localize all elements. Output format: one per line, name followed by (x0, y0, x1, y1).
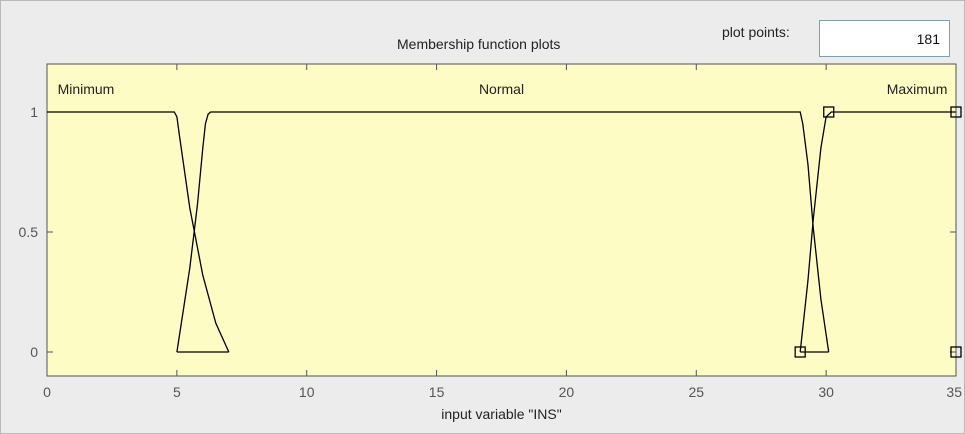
axes: 0 5 10 15 20 25 30 35 0 0.5 1 (19, 64, 962, 400)
x-tick-label: 35 (946, 384, 962, 400)
mf-label-minimum: Minimum (58, 81, 115, 97)
x-tick-label: 30 (818, 384, 834, 400)
mf-vertex-marker[interactable] (794, 346, 806, 358)
plot-area[interactable] (46, 63, 957, 377)
x-tick-label: 15 (429, 384, 445, 400)
mf-vertex-marker[interactable] (823, 106, 835, 118)
mf-label-maximum: Maximum (887, 81, 948, 97)
x-tick-label: 5 (173, 384, 181, 400)
mf-label-normal: Normal (479, 81, 524, 97)
plot-points-label: plot points: (722, 24, 790, 40)
mf-vertex-marker[interactable] (950, 106, 962, 118)
panel-title: Membership function plots (397, 36, 561, 52)
mf-vertex-marker[interactable] (950, 346, 962, 358)
mf-labels: Minimum Normal Maximum (58, 81, 948, 97)
x-tick-label: 0 (43, 384, 51, 400)
x-tick-label: 10 (299, 384, 315, 400)
x-tick-label: 25 (688, 384, 704, 400)
membership-curves (47, 106, 962, 358)
mf-curve-maximum[interactable] (799, 111, 956, 353)
y-tick-label: 1 (30, 104, 38, 120)
plot-points-input[interactable] (819, 20, 950, 57)
y-tick-label: 0 (30, 344, 38, 360)
y-tick-label: 0.5 (19, 224, 39, 240)
mf-curve-minimum[interactable] (47, 111, 230, 353)
x-axis-label: input variable "INS" (441, 406, 561, 422)
x-tick-label: 20 (559, 384, 575, 400)
